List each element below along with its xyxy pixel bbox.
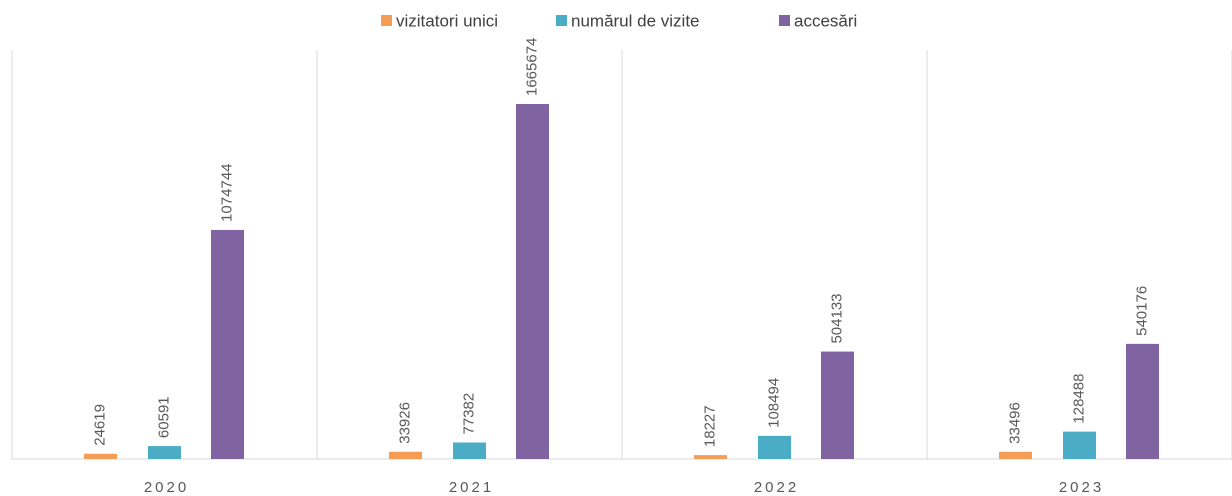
bar — [694, 455, 727, 459]
data-label: 24619 — [91, 404, 108, 446]
legend-label: vizitatori unici — [396, 11, 498, 30]
x-tick-label: 2020 — [144, 479, 189, 496]
bar — [999, 451, 1032, 459]
data-label: 1074744 — [218, 164, 235, 222]
bar — [453, 442, 486, 459]
data-label: 77382 — [460, 393, 477, 435]
bar — [389, 451, 422, 459]
bar — [1063, 431, 1096, 459]
data-label: 108494 — [765, 378, 782, 428]
legend-swatch — [381, 15, 392, 26]
legend-label: accesări — [794, 11, 857, 30]
data-label: 1665674 — [523, 38, 540, 96]
data-label: 128488 — [1070, 374, 1087, 424]
legend-swatch — [779, 15, 790, 26]
x-tick-label: 2022 — [754, 479, 799, 496]
data-label: 18227 — [701, 405, 718, 447]
data-label: 33496 — [1006, 402, 1023, 444]
data-label: 540176 — [1133, 286, 1150, 336]
data-label: 504133 — [828, 293, 845, 343]
bar — [1126, 343, 1159, 459]
bar — [516, 104, 549, 459]
bar — [211, 229, 244, 459]
legend: vizitatori unici numărul de vizite accesăr… — [381, 11, 857, 30]
bar — [84, 453, 117, 459]
bar — [758, 435, 791, 459]
legend-swatch — [556, 15, 567, 26]
data-label: 33926 — [396, 402, 413, 444]
bar — [821, 351, 854, 459]
data-label: 60591 — [155, 396, 172, 438]
legend-label: numărul de vizite — [571, 11, 700, 30]
bar — [148, 446, 181, 459]
x-tick-label: 2021 — [449, 479, 494, 496]
x-tick-label: 2023 — [1059, 479, 1104, 496]
